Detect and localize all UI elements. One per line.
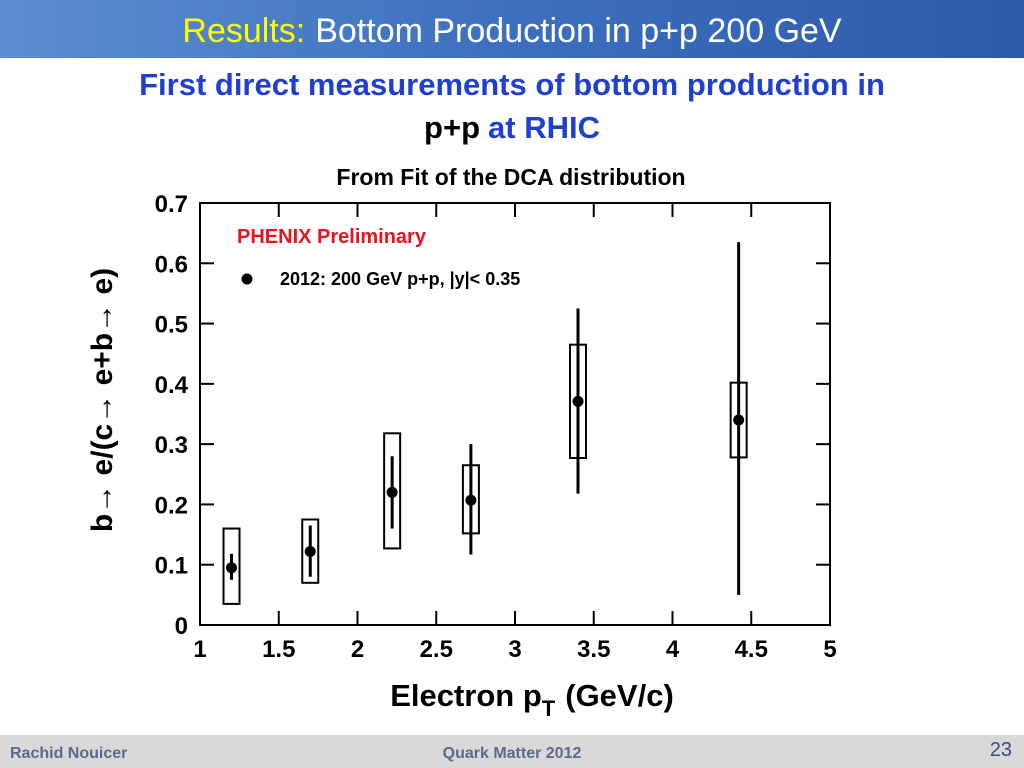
sys-box [301, 518, 320, 584]
data-point [226, 562, 237, 574]
x-tick-label: 3.5 [577, 636, 610, 663]
x-label-unit: (GeV/c) [565, 678, 674, 713]
chart-title: From Fit of the DCA distribution [336, 164, 685, 190]
x-axis-label: Electron pT (GeV/c) [390, 678, 674, 721]
legend-label: 2012: 200 GeV p+p, |y|< 0.35 [280, 269, 520, 289]
x-tick-label: 1 [193, 636, 206, 663]
y-tick-label: 0 [175, 613, 188, 640]
footer-event: Quark Matter 2012 [443, 745, 582, 762]
x-tick-label: 4 [666, 636, 680, 663]
y-tick-label: 0.5 [155, 312, 188, 339]
sys-box [383, 432, 402, 550]
y-tick-label: 0.3 [155, 432, 188, 459]
subtitle-blue: at RHIC [488, 110, 600, 145]
footer-author: Rachid Nouicer [10, 745, 127, 762]
footer-bar [0, 735, 1024, 768]
data-point [386, 486, 398, 498]
y-tick-label: 0.1 [155, 553, 188, 580]
annotation: PHENIX Preliminary [237, 226, 427, 248]
y-tick-label: 0.6 [155, 251, 188, 278]
subtitle-line2: p+p at RHIC [424, 110, 600, 145]
data-point [304, 545, 316, 557]
page-number: 23 [990, 739, 1012, 761]
subtitle-black: p+p [424, 110, 480, 145]
title-prefix: Results: [182, 12, 305, 50]
x-tick-label: 1.5 [262, 636, 295, 663]
x-tick-label: 2 [351, 636, 364, 663]
x-label-subscript: T [542, 696, 556, 721]
x-tick-label: 4.5 [735, 636, 768, 663]
sys-box [222, 527, 241, 605]
legend-marker [241, 273, 253, 285]
x-label-main: Electron p [390, 678, 542, 713]
header-bar [0, 0, 1024, 58]
header-title: Results: Bottom Production in p+p 200 GeV [182, 12, 842, 50]
subtitle-line1: First direct measurements of bottom prod… [139, 67, 885, 102]
data-point [465, 494, 477, 506]
y-tick-label: 0.7 [155, 191, 188, 218]
y-tick-label: 0.2 [155, 492, 188, 519]
x-tick-label: 5 [823, 636, 836, 663]
y-axis-label: b→ e/(c→ e+b→ e) [86, 268, 119, 532]
data-point [572, 395, 584, 407]
x-tick-label: 3 [508, 636, 521, 663]
y-tick-label: 0.4 [155, 372, 189, 399]
x-tick-label: 2.5 [420, 636, 453, 663]
data-point [733, 414, 745, 426]
title-main: Bottom Production in p+p 200 GeV [315, 12, 842, 50]
